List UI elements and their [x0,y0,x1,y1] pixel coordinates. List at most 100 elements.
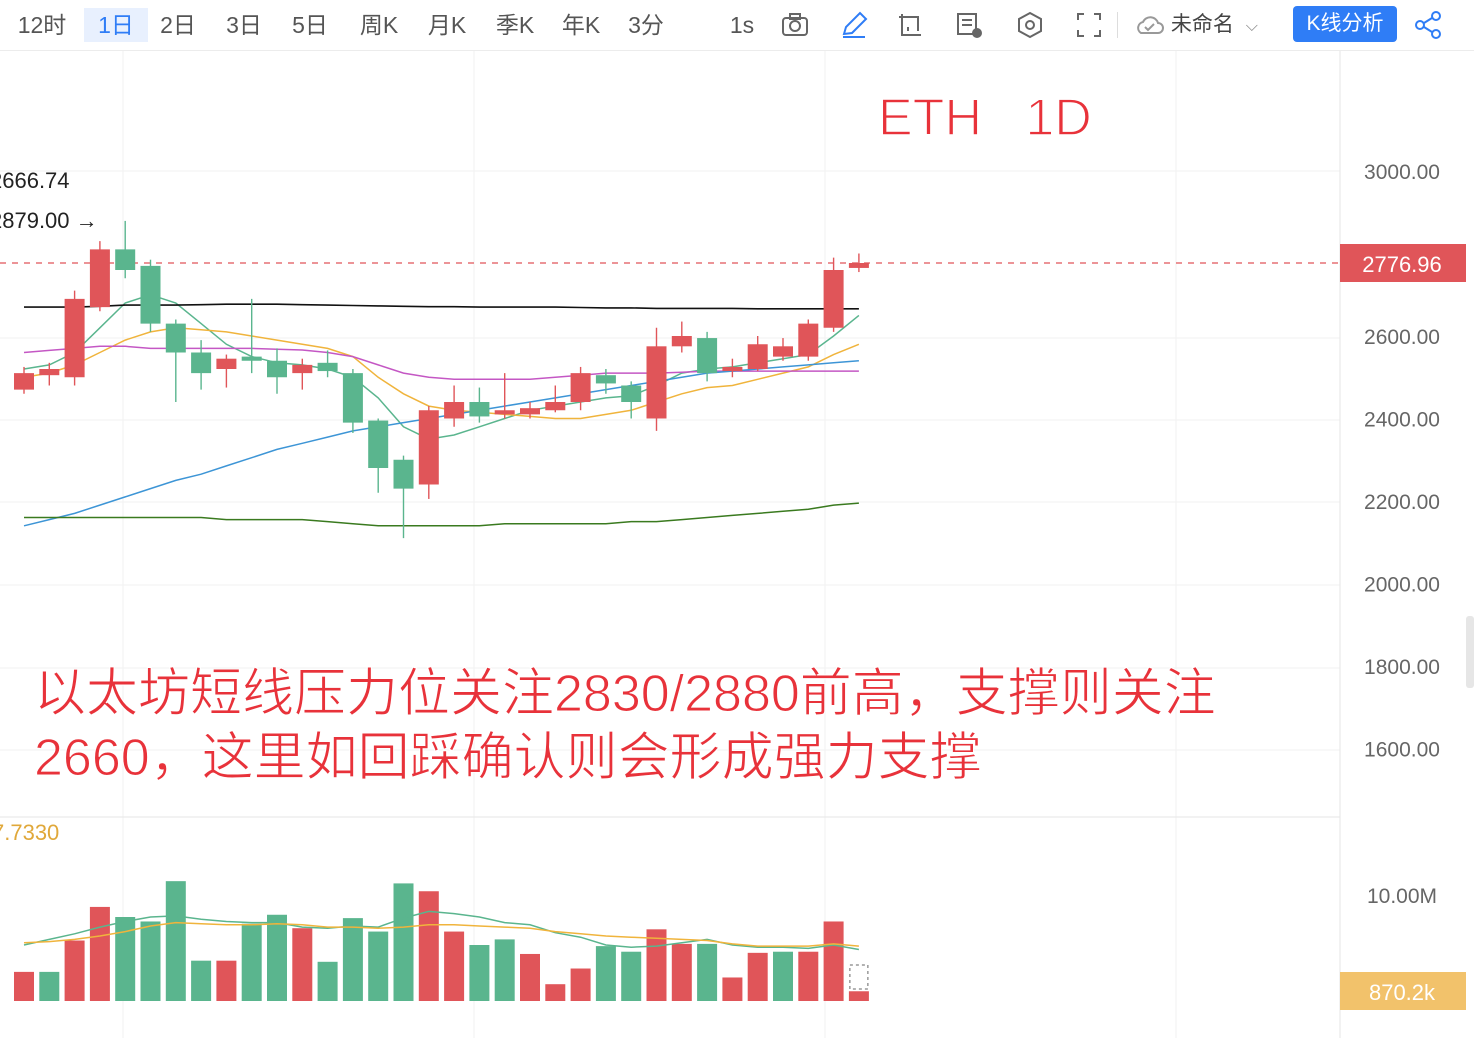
candle-body [798,323,819,357]
annotation-line-2: 2660，这里如回踩确认则会形成强力支撑 [34,729,982,787]
candle-body [216,358,237,369]
volume-bar [241,923,262,1001]
y-tick-label: 2600.00 [1364,326,1440,349]
candle-body [292,364,313,374]
period-tab[interactable]: 年K [561,12,601,38]
indicator-icon[interactable] [953,9,985,41]
candle-body [722,366,743,372]
low-label: 2666.74 [0,168,70,193]
period-tab[interactable]: 季K [495,12,535,38]
ma-line-ma_purple [23,345,859,381]
volume-bar [393,883,414,1001]
grid [0,51,1341,1038]
period-tab[interactable]: 3日 [226,12,262,38]
volume-bar [115,917,136,1001]
candle-body [469,402,490,417]
candle-body [64,298,85,378]
period-tab[interactable]: 3分 [628,12,664,38]
volume-bar [621,951,642,1001]
candle-body [39,369,60,376]
interval-button[interactable]: 1s [729,12,755,38]
candle-body [191,352,212,374]
volume-bar [747,952,768,1001]
crop-icon[interactable] [894,9,926,41]
candle-body [595,375,616,384]
candle-body [671,336,692,347]
candle-body [773,346,793,357]
candle-body [342,373,363,423]
volume-tag-bg [1340,972,1466,1010]
volume-axis-tick: 10.00M [1367,885,1437,908]
ma-line-ma_green [24,502,859,527]
volume-bar [798,951,819,1001]
y-tick-label: 3000.00 [1364,161,1440,184]
volume-bar [545,984,566,1001]
candle-body [444,402,465,419]
period-tab[interactable]: 周K [359,12,399,38]
y-tick-label: 2400.00 [1364,409,1440,432]
scroll-handle[interactable] [1466,616,1474,688]
candle-body [494,410,515,415]
volume-bar [595,946,616,1001]
fullscreen-icon[interactable] [1073,9,1105,41]
camera-icon[interactable] [779,9,811,41]
workspace-name: 未命名 [1170,13,1234,36]
period-tab[interactable]: 12时 [17,12,67,38]
candle-body [747,344,768,369]
chevron-down-icon: ⌵ [1245,18,1258,35]
ma-line-ma_orange [23,327,860,420]
volume-bar [444,931,465,1001]
high-label: 2879.00 → [0,208,98,233]
candle-body [418,410,439,485]
volume-bar [317,961,338,1001]
kline-chart[interactable]: 3000.00 2600.00 2400.00 2200.00 2000.00 1800.… [0,51,1474,1038]
current-price-tag-bg [1340,244,1466,282]
workspace-selector[interactable]: 未命名 ⌵ [1133,10,1258,40]
volume-bar [140,921,161,1001]
current-price-tag: 2776.96 [1362,252,1442,277]
volume-bar [191,960,212,1001]
period-tab[interactable]: 2日 [160,12,196,38]
settings-icon[interactable] [1014,9,1046,41]
volume-bar [570,968,591,1001]
candle-body [393,459,414,489]
candle-body [89,249,110,308]
candle-body [570,373,591,402]
volume-bar [671,943,692,1001]
volume-bar [292,928,313,1001]
volume-bar [39,971,60,1001]
symbol-label: ETH 1D [878,89,1092,147]
volume-bar [418,891,439,1001]
ma-line-ma_black [24,303,859,310]
volume-bar [773,951,793,1001]
candle-body [368,420,389,468]
toolbar: 12时 1日 2日 3日 5日 周K 月K 季K 年K 3分 1s 未命名 ⌵ K线分析 [0,0,1474,51]
candle-body [267,360,287,378]
candle-body [545,402,566,411]
kline-analysis-button[interactable]: K线分析 [1293,6,1397,42]
volume-bar [342,918,363,1001]
ma-line-ma_blue [23,360,859,527]
volume-bar [469,945,490,1001]
volume-bar [823,921,844,1001]
candlesticks [14,220,869,539]
volume-bar [89,906,110,1001]
volume-bar [64,940,85,1001]
candle-body [823,270,844,328]
pencil-icon[interactable] [838,9,870,41]
volume-ma-orange [23,921,859,947]
candle-body [14,373,34,390]
period-tab[interactable]: 月K [427,12,467,38]
period-tab[interactable]: 1日 [84,8,148,42]
share-icon[interactable] [1412,9,1444,41]
moving-average-lines [23,294,860,527]
volume-bar [368,931,389,1001]
candle-body [520,408,540,415]
volume-bar [520,953,540,1001]
candle-body [848,263,869,268]
candle-body [317,362,338,372]
volume-bar [722,977,743,1001]
y-tick-label: 1800.00 [1364,656,1440,679]
period-tab[interactable]: 5日 [292,12,328,38]
volume-bar [848,991,869,1001]
